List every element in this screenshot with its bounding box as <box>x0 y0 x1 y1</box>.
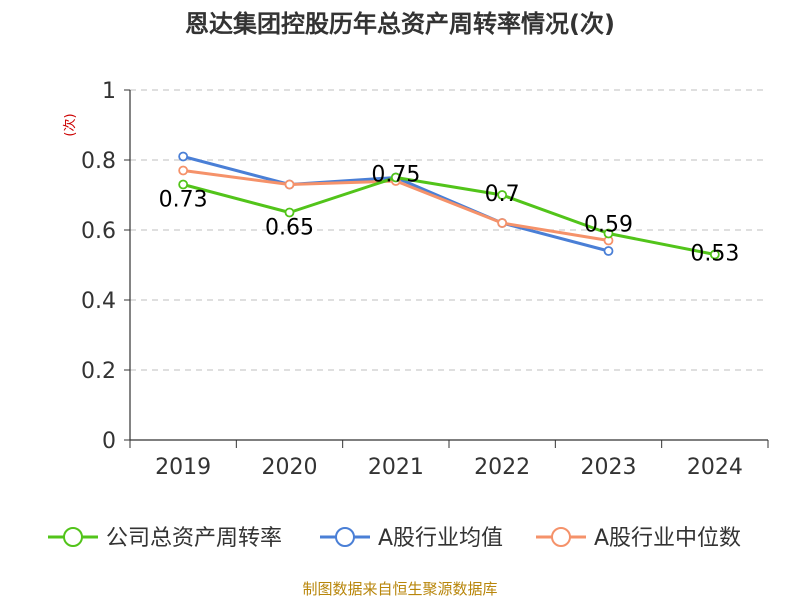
data-point[interactable] <box>497 218 508 228</box>
data-label: 0.75 <box>371 163 420 188</box>
data-point[interactable] <box>178 179 189 190</box>
x-tick-label: 2019 <box>155 455 211 480</box>
x-tick-label: 2024 <box>687 455 743 480</box>
data-label: 0.7 <box>485 182 520 207</box>
data-point[interactable] <box>390 172 401 183</box>
series-lines <box>178 151 720 260</box>
data-label: 0.73 <box>159 188 208 213</box>
data-point[interactable] <box>603 246 614 256</box>
y-tick-label: 0.2 <box>81 359 116 384</box>
y-axis-label: (次) <box>62 113 78 136</box>
legend-item-2[interactable]: A股行业中位数 <box>536 526 741 551</box>
legend-label: 公司总资产周转率 <box>106 526 282 551</box>
data-point[interactable] <box>178 165 189 176</box>
data-point[interactable] <box>284 179 295 190</box>
legend-item-1[interactable]: A股行业均值 <box>320 526 503 551</box>
x-tick-label: 2020 <box>262 455 318 480</box>
y-tick-label: 0.8 <box>81 149 116 174</box>
legend-swatch-marker <box>63 527 83 547</box>
x-tick-label: 2023 <box>581 455 637 480</box>
y-tick-label: 0.4 <box>81 289 116 314</box>
y-tick-label: 0 <box>102 429 116 454</box>
chart-title: 恩达集团控股历年总资产周转率情况(次) <box>185 10 615 38</box>
source-note: 制图数据来自恒生聚源数据库 <box>302 580 497 598</box>
axes: 0 0.2 0.4 0.6 0.8 1 2019 2020 2021 2022 2023 2024 <box>81 79 769 480</box>
x-tick-label: 2022 <box>474 455 530 480</box>
data-label: 0.53 <box>690 242 739 267</box>
data-labels: 0.73 0.65 0.75 0.7 0.59 0.53 <box>159 163 740 267</box>
y-tick-label: 1 <box>102 79 116 104</box>
legend-label: A股行业中位数 <box>594 526 741 551</box>
data-point[interactable] <box>284 207 295 218</box>
grid-lines <box>130 89 768 371</box>
legend-label: A股行业均值 <box>378 526 503 551</box>
data-point[interactable] <box>497 190 508 200</box>
data-point[interactable] <box>709 249 720 260</box>
legend-item-0[interactable]: 公司总资产周转率 <box>48 526 282 551</box>
data-label: 0.59 <box>584 213 633 238</box>
legend-swatch-marker <box>335 527 355 547</box>
data-point[interactable] <box>603 228 614 239</box>
data-point[interactable] <box>178 151 189 162</box>
legend[interactable]: 公司总资产周转率 A股行业均值 A股行业中位数 <box>48 526 741 551</box>
legend-swatch-marker <box>551 527 571 547</box>
series-line-0 <box>182 176 716 256</box>
data-label: 0.65 <box>265 216 314 241</box>
x-tick-label: 2021 <box>368 455 424 480</box>
y-tick-label: 0.6 <box>81 219 116 244</box>
